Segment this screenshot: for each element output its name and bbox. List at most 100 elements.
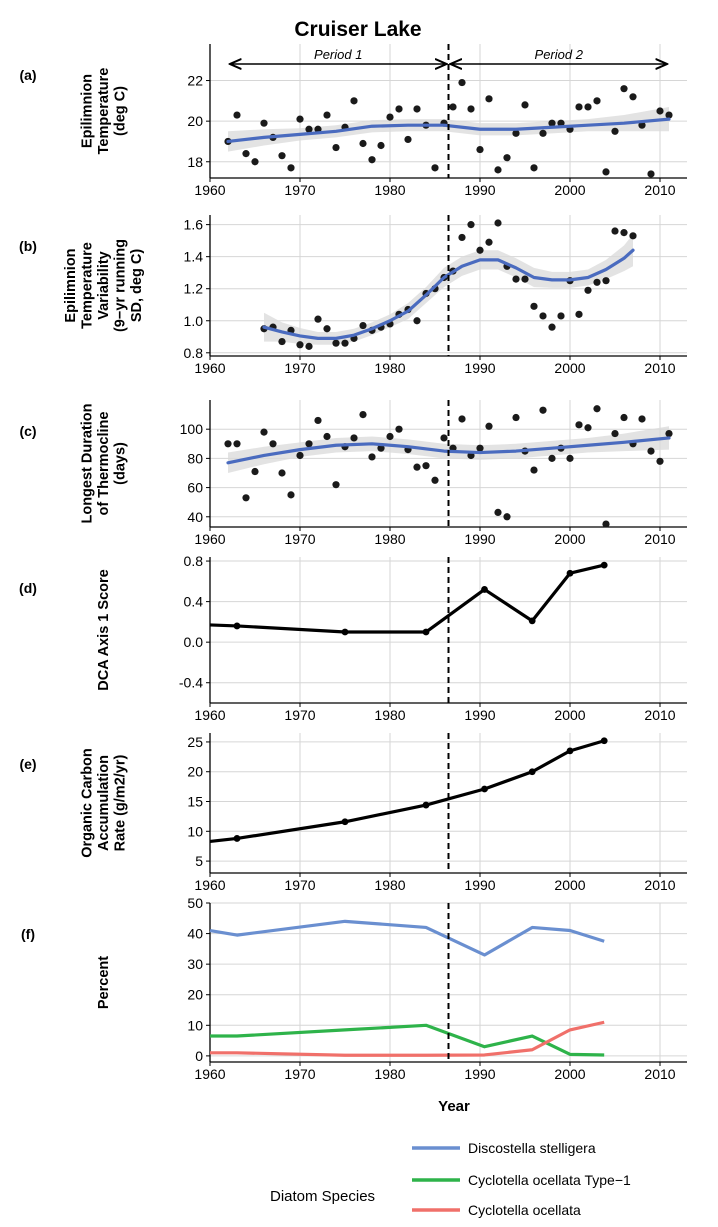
data-point — [458, 233, 466, 242]
y-tick-label: 60 — [187, 480, 203, 496]
data-point — [566, 747, 574, 755]
data-point — [647, 447, 655, 455]
data-point — [548, 323, 556, 331]
data-point — [386, 113, 394, 121]
panel-label: (e) — [19, 756, 36, 772]
data-point — [278, 337, 286, 346]
data-point — [481, 785, 488, 793]
data-point — [476, 246, 484, 254]
x-tick-label: 2000 — [554, 531, 585, 547]
x-tick-label: 1990 — [464, 877, 495, 893]
y-axis-title-line: Longest Duration — [80, 403, 96, 523]
x-tick-label: 1960 — [194, 1066, 225, 1082]
data-point — [458, 78, 466, 87]
data-point — [296, 115, 304, 123]
y-tick-label: 10 — [187, 1017, 203, 1033]
data-point — [395, 425, 403, 433]
data-point — [467, 105, 475, 113]
data-point — [431, 164, 439, 172]
x-tick-label: 2000 — [554, 707, 585, 723]
x-tick-label: 2010 — [644, 531, 675, 547]
data-point — [584, 286, 592, 294]
data-point — [602, 168, 610, 176]
data-point — [485, 238, 493, 246]
data-point — [440, 434, 448, 442]
y-tick-label: 15 — [187, 794, 203, 810]
data-point — [422, 628, 430, 636]
period-label: Period 2 — [535, 47, 584, 62]
data-point — [323, 111, 331, 119]
x-tick-label: 1980 — [374, 360, 405, 376]
y-axis-title-line: Temperature — [80, 242, 96, 329]
data-point — [521, 101, 529, 109]
data-point — [530, 164, 538, 172]
y-tick-label: 20 — [187, 764, 203, 780]
x-tick-label: 2010 — [644, 707, 675, 723]
data-point — [431, 476, 439, 484]
y-tick-label: 25 — [187, 734, 203, 750]
data-point — [494, 219, 502, 227]
data-point — [611, 127, 619, 135]
y-tick-label: 1.4 — [184, 249, 204, 265]
y-axis-title-line: Epilimnion — [80, 74, 96, 148]
y-tick-label: 1.2 — [184, 281, 204, 297]
data-point — [296, 341, 304, 349]
data-point — [305, 125, 313, 133]
x-tick-label: 1980 — [374, 707, 405, 723]
data-point — [575, 310, 583, 318]
data-point — [600, 561, 608, 569]
data-point — [314, 416, 322, 425]
x-tick-label: 1970 — [284, 182, 315, 198]
data-point — [413, 105, 421, 113]
data-point — [422, 462, 430, 470]
panel-label: (f) — [21, 926, 35, 942]
data-point — [368, 156, 376, 164]
data-point — [404, 135, 412, 144]
x-tick-label: 2000 — [554, 1066, 585, 1082]
data-point — [332, 339, 340, 347]
data-point — [584, 424, 592, 432]
y-axis-title-line: DCA Axis 1 Score — [96, 569, 112, 690]
data-point — [287, 164, 295, 172]
smooth-trend-line — [226, 117, 671, 144]
y-axis-title-line: (days) — [113, 442, 129, 485]
x-tick-label: 1970 — [284, 707, 315, 723]
x-tick-label: 1970 — [284, 531, 315, 547]
panel-e: (e) Organic Carbon Accumulation Rate (g/m2/… — [19, 733, 687, 893]
data-point — [566, 454, 574, 462]
x-tick-label: 1990 — [464, 360, 495, 376]
panel-a: (a) Epilimnion Temperature (deg C) 18 20 22 196… — [19, 44, 687, 198]
data-point — [476, 444, 484, 452]
confidence-band — [228, 426, 669, 473]
data-point — [350, 434, 358, 442]
y-axis-title-line: Rate (g/m2/yr) — [113, 754, 129, 851]
data-point — [503, 513, 511, 521]
data-point — [611, 429, 619, 438]
data-point — [494, 166, 502, 174]
data-point — [539, 129, 547, 137]
data-point — [528, 768, 536, 776]
data-point — [620, 413, 628, 422]
data-point — [665, 429, 673, 438]
y-tick-label: 0.8 — [184, 345, 204, 361]
legend-entry-label: Cyclotella ocellata Type−1 — [468, 1172, 631, 1188]
x-tick-label: 1980 — [374, 1066, 405, 1082]
data-point — [557, 312, 565, 320]
data-point — [323, 432, 331, 441]
data-point — [350, 97, 358, 105]
data-point — [341, 339, 349, 347]
data-point — [377, 444, 385, 452]
data-point — [602, 520, 610, 528]
y-axis-title-line: Variability — [96, 251, 112, 320]
data-point — [260, 119, 268, 127]
y-axis-title-line: SD, deg C) — [129, 249, 145, 322]
data-point — [341, 628, 349, 636]
data-point — [233, 835, 241, 842]
y-tick-label: 1.6 — [184, 217, 204, 233]
data-point — [368, 453, 376, 461]
legend-entry-label: Discostella stelligera — [468, 1140, 596, 1156]
data-point — [449, 103, 457, 111]
data-point — [620, 229, 628, 237]
data-point — [413, 317, 421, 325]
